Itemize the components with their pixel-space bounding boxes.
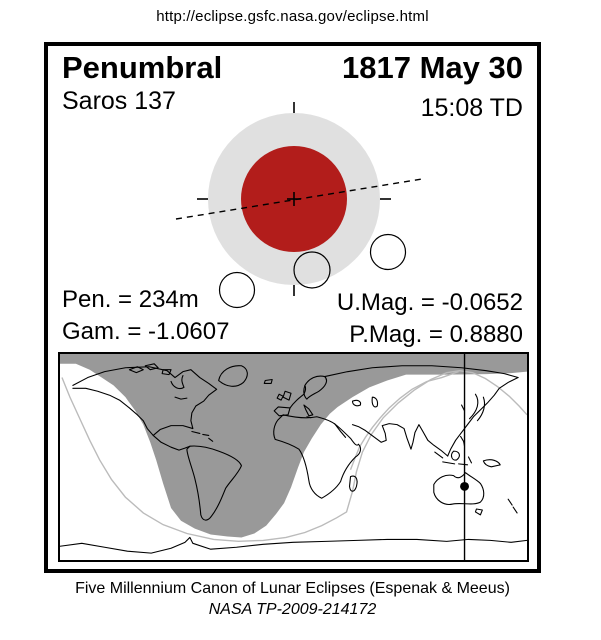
moon-position-circle-greatest [293,251,331,289]
eclipse-date: 1817 May 30 [342,50,523,85]
shadow-center-cross [287,192,301,206]
visibility-boundary-curve [61,369,527,543]
continent-outlines [72,363,519,521]
moon-position-circle-last [369,233,407,271]
greatest-eclipse-point-dot [460,482,469,491]
stat-gamma: Gam. = -1.0607 [62,318,230,345]
moon-position-circle-first [218,271,256,309]
visibility-boundary-curve-inner [349,371,459,470]
stat-penumbral-duration: Pen. = 234m [62,286,199,313]
stat-umbral-magnitude: U.Mag. = -0.0652 [336,289,523,316]
antarctica-coastline [60,536,527,554]
stat-penumbral-magnitude: P.Mag. = 0.8880 [349,321,523,348]
eclipse-time: 15:08 TD [420,94,523,122]
shadow-diagram [175,102,423,309]
footer: Five Millennium Canon of Lunar Eclipses … [44,578,541,620]
footer-canon-title: Five Millennium Canon of Lunar Eclipses … [75,580,510,597]
eclipse-card-frame: Penumbral Saros 137 1817 May 30 15:08 TD… [44,42,541,573]
source-url-text: http://eclipse.gsfc.nasa.gov/eclipse.htm… [156,8,429,25]
footer-nasa-tp-number: NASA TP-2009-214172 [208,601,377,618]
visibility-map [58,352,529,562]
eclipse-type-title: Penumbral [62,50,223,85]
visibility-map-svg [60,354,527,560]
saros-series-label: Saros 137 [62,87,176,115]
